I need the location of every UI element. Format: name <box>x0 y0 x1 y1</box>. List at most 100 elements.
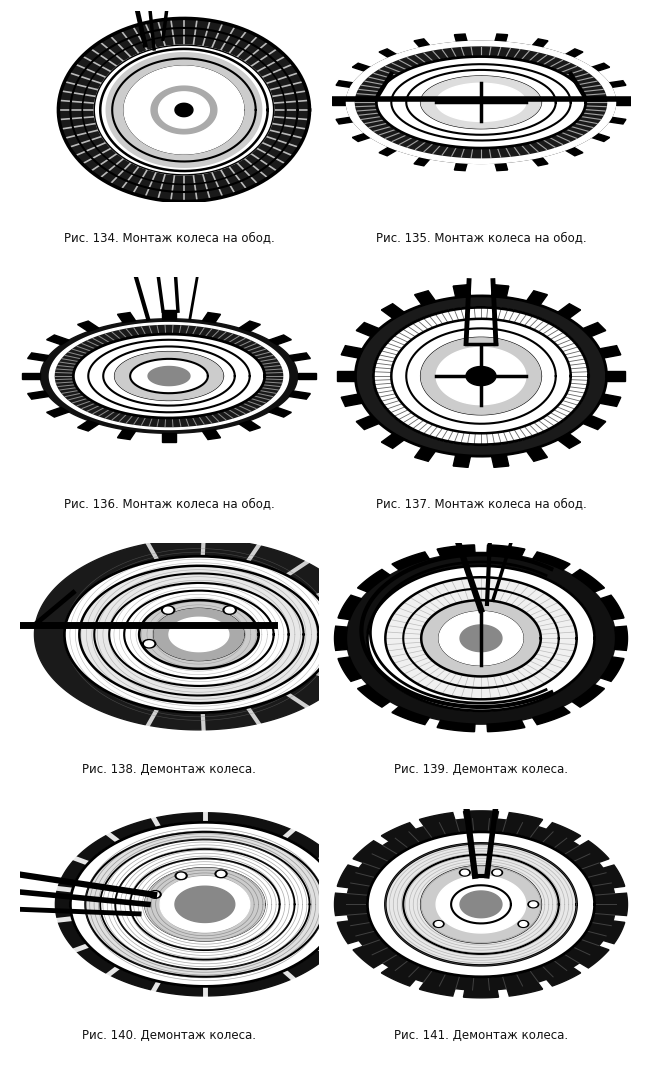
Polygon shape <box>376 57 586 148</box>
Polygon shape <box>130 359 208 393</box>
Polygon shape <box>337 371 356 381</box>
Polygon shape <box>558 433 580 448</box>
Circle shape <box>518 920 528 928</box>
Polygon shape <box>453 455 471 468</box>
Polygon shape <box>115 353 223 400</box>
Polygon shape <box>154 608 244 660</box>
Polygon shape <box>419 983 455 997</box>
Polygon shape <box>419 813 455 827</box>
Text: Рис. 136. Монтаж колеса на обод.: Рис. 136. Монтаж колеса на обод. <box>64 497 274 511</box>
Polygon shape <box>77 420 99 431</box>
Circle shape <box>145 641 153 647</box>
Polygon shape <box>603 921 625 944</box>
Polygon shape <box>367 832 595 977</box>
Polygon shape <box>436 347 526 404</box>
Polygon shape <box>565 48 583 58</box>
Polygon shape <box>353 946 382 968</box>
Polygon shape <box>346 41 616 163</box>
Polygon shape <box>453 285 471 298</box>
Polygon shape <box>338 596 361 619</box>
Polygon shape <box>47 335 69 345</box>
Circle shape <box>149 890 161 899</box>
Polygon shape <box>55 813 354 995</box>
Polygon shape <box>239 321 261 331</box>
Polygon shape <box>436 876 526 933</box>
Polygon shape <box>47 407 69 417</box>
Circle shape <box>530 902 537 906</box>
Polygon shape <box>614 626 627 650</box>
Polygon shape <box>580 946 609 968</box>
Polygon shape <box>406 328 556 424</box>
Polygon shape <box>148 367 190 386</box>
Polygon shape <box>580 841 609 862</box>
Circle shape <box>492 870 502 876</box>
Polygon shape <box>352 133 370 142</box>
Polygon shape <box>491 285 509 298</box>
Circle shape <box>223 606 236 614</box>
Polygon shape <box>94 45 274 175</box>
Polygon shape <box>337 921 359 944</box>
Polygon shape <box>606 371 625 381</box>
Polygon shape <box>169 617 229 651</box>
Polygon shape <box>454 34 467 42</box>
Text: Рис. 138. Демонтаж колеса.: Рис. 138. Демонтаж колеса. <box>82 763 256 776</box>
Polygon shape <box>145 869 265 941</box>
Polygon shape <box>608 117 626 124</box>
Polygon shape <box>415 290 436 305</box>
Polygon shape <box>289 353 310 361</box>
Circle shape <box>435 921 442 927</box>
Polygon shape <box>463 811 499 819</box>
Polygon shape <box>379 48 397 58</box>
Circle shape <box>162 606 175 614</box>
Text: Рис. 140. Демонтаж колеса.: Рис. 140. Демонтаж колеса. <box>82 1029 256 1043</box>
Polygon shape <box>358 685 390 707</box>
Polygon shape <box>599 395 621 406</box>
Polygon shape <box>289 391 310 399</box>
Polygon shape <box>336 81 354 87</box>
Polygon shape <box>414 157 430 166</box>
Polygon shape <box>127 70 240 150</box>
Polygon shape <box>77 321 99 331</box>
Polygon shape <box>175 886 235 922</box>
Polygon shape <box>532 706 570 725</box>
Polygon shape <box>55 326 283 427</box>
Polygon shape <box>109 583 289 686</box>
Polygon shape <box>463 990 499 998</box>
Polygon shape <box>352 63 370 71</box>
Polygon shape <box>40 319 298 433</box>
Polygon shape <box>487 545 525 557</box>
Polygon shape <box>491 455 509 468</box>
Text: Рис. 137. Монтаж колеса на обод.: Рис. 137. Монтаж колеса на обод. <box>376 497 586 511</box>
Circle shape <box>217 872 225 876</box>
Polygon shape <box>507 983 543 997</box>
Polygon shape <box>169 617 229 651</box>
Polygon shape <box>73 334 265 418</box>
Polygon shape <box>175 103 193 117</box>
Polygon shape <box>382 304 404 318</box>
Polygon shape <box>124 66 244 154</box>
Polygon shape <box>202 313 220 322</box>
Polygon shape <box>337 865 359 888</box>
Polygon shape <box>379 147 397 156</box>
Polygon shape <box>28 391 49 399</box>
Polygon shape <box>356 322 380 336</box>
Polygon shape <box>341 346 363 358</box>
Polygon shape <box>507 813 543 827</box>
Polygon shape <box>382 822 415 842</box>
Polygon shape <box>532 157 548 166</box>
Polygon shape <box>616 100 630 104</box>
Polygon shape <box>558 304 580 318</box>
Polygon shape <box>421 866 541 943</box>
Text: Рис. 141. Демонтаж колеса.: Рис. 141. Демонтаж колеса. <box>394 1029 568 1043</box>
Circle shape <box>434 920 444 928</box>
Polygon shape <box>436 347 526 404</box>
Polygon shape <box>460 625 502 651</box>
Text: Рис. 139. Демонтаж колеса.: Рис. 139. Демонтаж колеса. <box>394 763 568 776</box>
Polygon shape <box>592 63 610 71</box>
Text: Рис. 135. Монтаж колеса на обод.: Рис. 135. Монтаж колеса на обод. <box>376 231 586 244</box>
Polygon shape <box>421 600 541 676</box>
Polygon shape <box>454 162 467 171</box>
Circle shape <box>215 870 227 877</box>
Polygon shape <box>335 626 348 650</box>
Polygon shape <box>338 657 361 682</box>
